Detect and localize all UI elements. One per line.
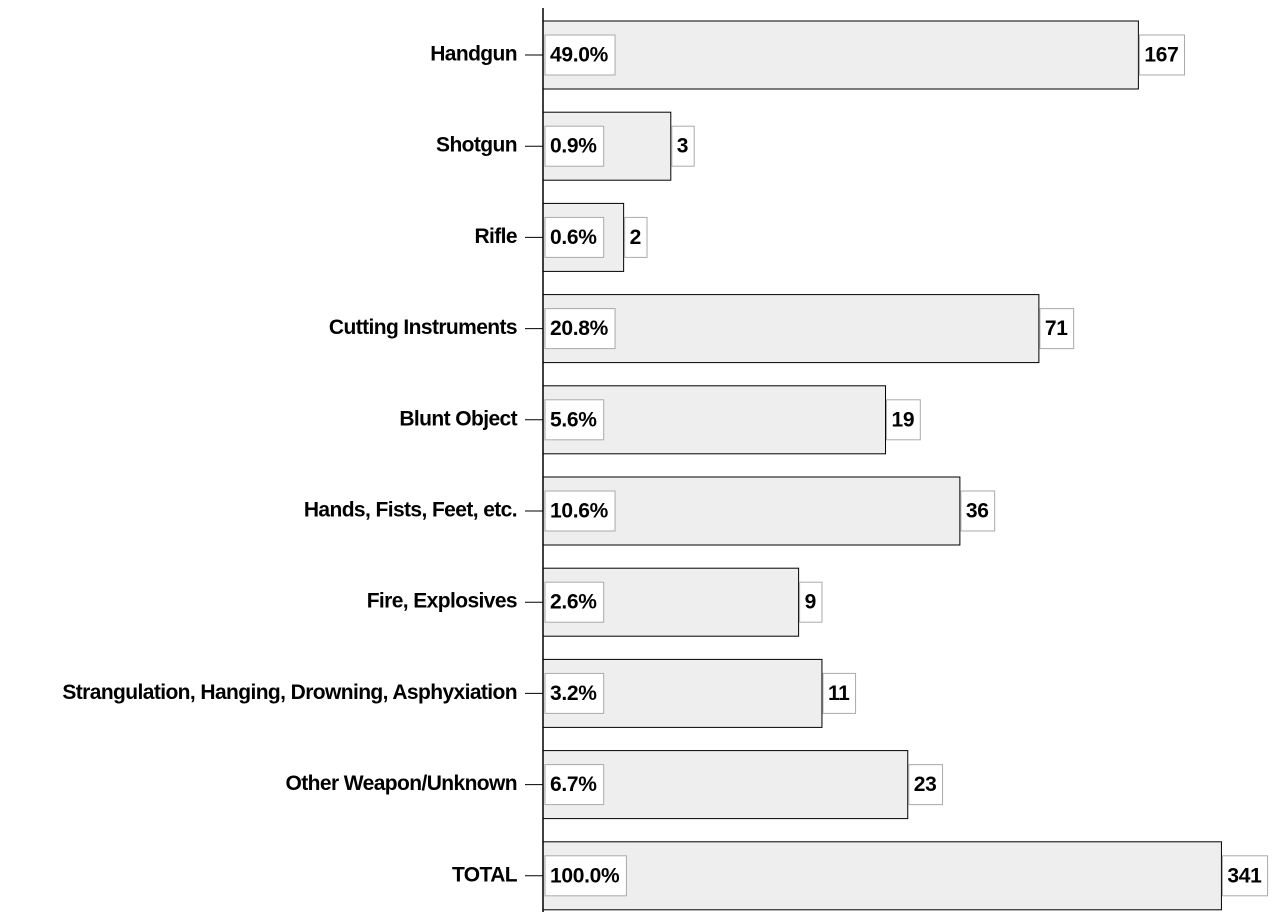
percent-label-box [544,216,605,258]
category-label: Cutting Instruments [329,316,517,339]
value-label: 167 [1144,44,1178,67]
category-label: Shotgun [436,134,517,157]
value-label-box [624,216,648,258]
percent-label-box [544,34,616,76]
percent-label: 0.9% [550,135,597,158]
percent-label: 0.6% [550,226,597,249]
category-label: Blunt Object [399,407,517,430]
value-label-box [671,125,695,167]
value-label: 36 [966,500,989,523]
value-label: 3 [677,135,688,158]
percent-label: 5.6% [550,408,597,431]
category-label: Strangulation, Hanging, Drowning, Asphyx… [62,681,517,704]
category-label: Rifle [474,225,517,248]
value-label: 11 [828,682,850,705]
percent-label: 10.6% [550,500,609,523]
percent-label-box [544,490,616,532]
value-label: 23 [914,773,937,796]
value-label-box [1221,855,1269,897]
percent-label: 3.2% [550,682,597,705]
value-label: 71 [1045,317,1068,340]
bar [542,841,1222,911]
percent-label: 49.0% [550,44,609,67]
percent-label-box [544,308,616,350]
percent-label-box [544,399,605,441]
percent-label-box [544,125,605,167]
percent-label-box [544,581,605,623]
category-label: Hands, Fists, Feet, etc. [304,499,517,522]
category-label: Fire, Explosives [367,590,517,613]
value-label: 19 [892,408,915,431]
value-label-box [799,581,823,623]
percent-label: 20.8% [550,317,609,340]
percent-label-box [544,764,605,806]
value-label: 341 [1227,864,1262,887]
value-label-box [1138,34,1186,76]
percent-label-box [544,855,627,897]
percent-label-box [544,672,605,714]
value-label-box [908,764,944,806]
category-label: Other Weapon/Unknown [286,772,517,795]
category-label: Handgun [430,43,517,66]
percent-label: 2.6% [550,591,597,614]
value-label-box [1039,308,1075,350]
value-label: 2 [630,226,641,249]
value-label-box [822,672,857,714]
percent-label: 100.0% [550,864,620,887]
bar [542,20,1139,90]
bar [542,294,1040,364]
value-label-box [886,399,921,441]
category-label: TOTAL [452,863,518,886]
percent-label: 6.7% [550,773,597,796]
value-label: 9 [805,591,816,614]
value-label-box [960,490,996,532]
